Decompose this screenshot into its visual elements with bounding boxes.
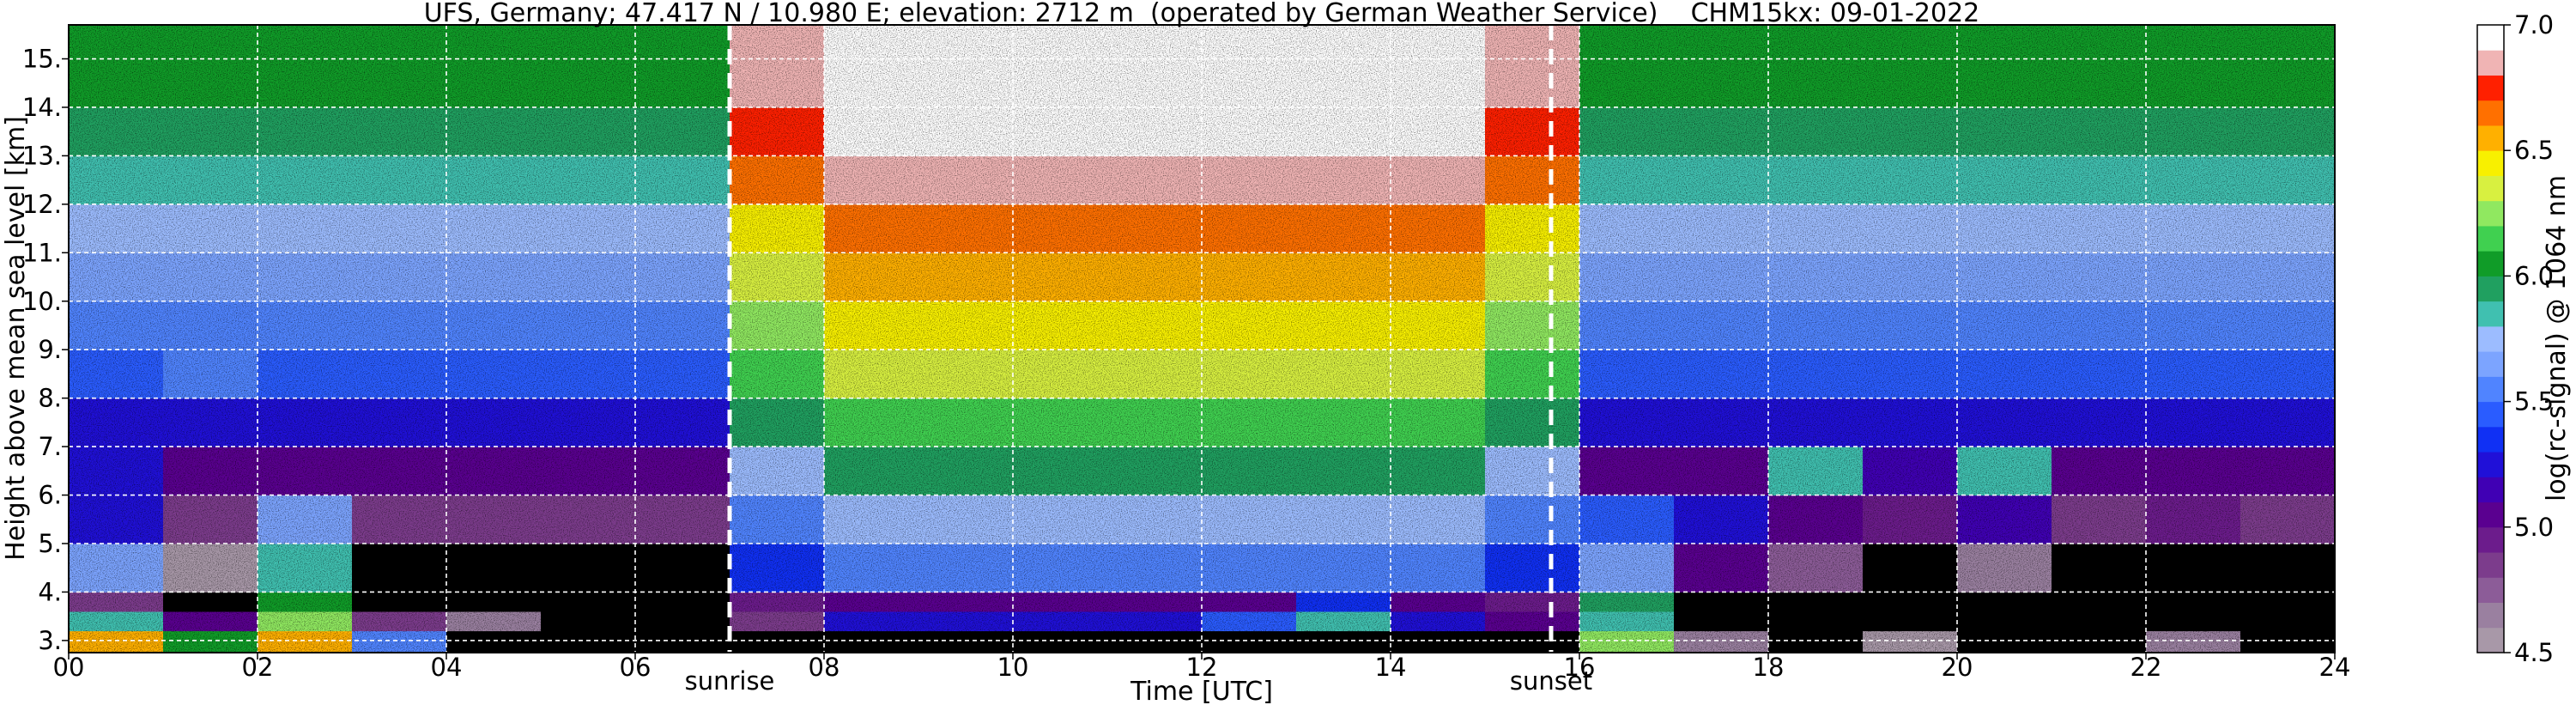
colorbar-segment: [2477, 301, 2504, 327]
colorbar-segment: [2477, 552, 2504, 578]
colorbar-frame: [2476, 24, 2505, 653]
colorbar-segment: [2477, 577, 2504, 604]
colorbar-tick-label: 6.5: [2514, 136, 2554, 165]
y-tick-label: 14.: [22, 93, 62, 122]
x-tick-label: 16: [1564, 653, 1596, 682]
colorbar-tick-label: 4.5: [2514, 638, 2554, 667]
y-tick-label: 6.: [38, 481, 62, 510]
colorbar-tick-label: 6.0: [2514, 261, 2554, 290]
y-tick-label: 13.: [22, 141, 62, 170]
colorbar-segment: [2477, 325, 2504, 352]
x-tick-label: 10: [997, 653, 1029, 682]
x-tick-label: 06: [620, 653, 652, 682]
colorbar-segment: [2477, 426, 2504, 453]
y-tick-label: 9.: [38, 335, 62, 364]
x-tick-label: 12: [1186, 653, 1218, 682]
colorbar-segment: [2477, 401, 2504, 428]
chart-title: UFS, Germany; 47.417 N / 10.980 E; eleva…: [424, 0, 1980, 28]
colorbar-tick-label: 5.5: [2514, 387, 2554, 416]
colorbar-segment: [2477, 501, 2504, 528]
colorbar-segment: [2477, 627, 2504, 653]
colorbar-tick-label: 5.0: [2514, 513, 2554, 542]
colorbar-segment: [2477, 175, 2504, 202]
x-axis-label: Time [UTC]: [1130, 677, 1273, 707]
colorbar-segment: [2477, 251, 2504, 276]
y-tick-label: 8.: [38, 384, 62, 413]
y-tick-label: 5.: [38, 529, 62, 558]
x-tick-label: 24: [2319, 653, 2351, 682]
colorbar: 4.5 5.0 5.5 6.0 6.5 7.0: [2476, 10, 2554, 667]
colorbar-segment: [2477, 200, 2504, 227]
colorbar-segment: [2477, 100, 2504, 126]
y-tick-label: 3.: [38, 626, 62, 655]
colorbar-segment: [2477, 125, 2504, 151]
x-tick-label: 00: [53, 653, 85, 682]
y-tick-label: 12.: [22, 190, 62, 219]
y-tick-label: 15.: [22, 45, 62, 74]
colorbar-segment: [2477, 452, 2504, 477]
colorbar-segment: [2477, 25, 2504, 51]
colorbar-segment: [2477, 477, 2504, 503]
x-tick-label: 14: [1375, 653, 1407, 682]
x-tick-label: 04: [431, 653, 463, 682]
colorbar-segment: [2477, 376, 2504, 403]
y-tick-label: 7.: [38, 432, 62, 461]
x-tick-label: 08: [809, 653, 840, 682]
y-tick-label: 10.: [22, 287, 62, 316]
annotation-label: sunrise: [685, 666, 775, 696]
colorbar-tick-label: 7.0: [2514, 10, 2554, 40]
y-tick-label: 11.: [22, 238, 62, 267]
colorbar-segment: [2477, 50, 2504, 76]
colorbar-segment: [2477, 150, 2504, 176]
colorbar-segment: [2477, 526, 2504, 553]
x-tick-label: 22: [2131, 653, 2162, 682]
y-axis-label: Height above mean sea level [km]: [1, 116, 31, 561]
colorbar-segment: [2477, 276, 2504, 302]
x-tick-label: 02: [242, 653, 274, 682]
plot-frame: [68, 24, 2336, 653]
colorbar-segment: [2477, 602, 2504, 629]
x-tick-label: 20: [1942, 653, 1973, 682]
colorbar-label: log(rc-signal) @ 1064 nm: [2542, 175, 2572, 501]
colorbar-segment: [2477, 225, 2504, 252]
y-tick-label: 4.: [38, 577, 62, 606]
annotation-label: sunset: [1510, 666, 1592, 696]
colorbar-segment: [2477, 75, 2504, 101]
colorbar-segment: [2477, 351, 2504, 377]
x-tick-label: 18: [1753, 653, 1785, 682]
